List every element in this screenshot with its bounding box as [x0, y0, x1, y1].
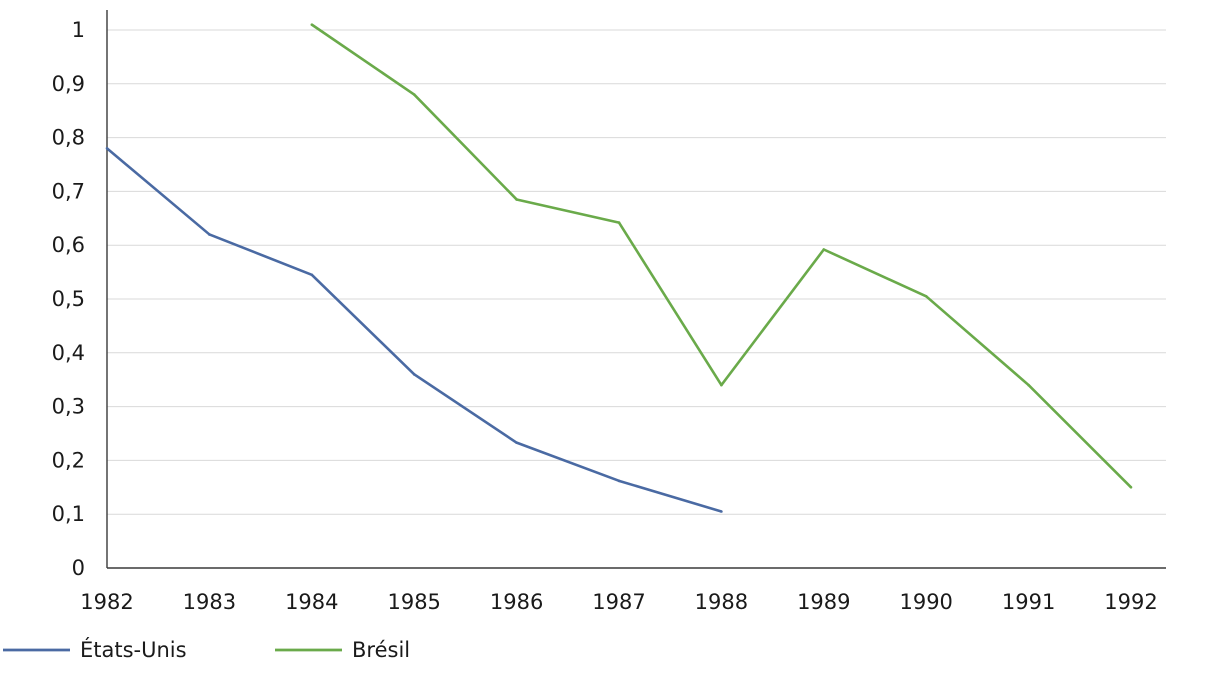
x-tick-label: 1990	[899, 590, 952, 614]
x-tick-label: 1982	[80, 590, 133, 614]
data-point	[1027, 383, 1030, 387]
data-point	[720, 510, 723, 513]
x-tick-label: 1983	[183, 590, 236, 614]
y-tick-label: 0,3	[52, 395, 85, 419]
y-tick-label: 0,8	[52, 126, 85, 150]
x-tick-label: 1987	[592, 590, 645, 614]
data-point	[617, 479, 621, 483]
data-point	[310, 23, 314, 26]
data-point	[720, 383, 723, 387]
y-tick-label: 0,7	[52, 179, 85, 203]
data-point	[412, 373, 416, 376]
x-tick-label: 1985	[387, 590, 440, 614]
y-tick-label: 0,2	[52, 448, 85, 472]
data-point	[924, 295, 928, 298]
x-axis-tick-labels: 1982 1983 1984 1985 1986 1987 1988 1989 1990 1991…	[80, 590, 1157, 614]
data-point	[515, 441, 518, 444]
y-axis-tick-labels: 0 0,1 0,2 0,3 0,4 0,5 0,6 0,7 0,8 0,9 1	[52, 18, 85, 580]
data-point	[1129, 486, 1133, 489]
x-tick-label: 1986	[490, 590, 543, 614]
data-point	[515, 198, 518, 201]
axes	[106, 10, 1166, 569]
series-lines	[105, 23, 1133, 513]
series-line-1	[311, 23, 1132, 489]
y-tick-label: 0,4	[52, 341, 85, 365]
data-point	[310, 273, 314, 277]
y-tick-label: 0,5	[52, 287, 85, 311]
y-tick-label: 0,1	[52, 502, 85, 526]
y-tick-label: 0	[72, 556, 85, 580]
legend-label: États-Unis	[80, 637, 187, 662]
x-tick-label: 1992	[1104, 590, 1157, 614]
x-tick-label: 1984	[285, 590, 338, 614]
legend: États-Unis Brésil	[3, 637, 410, 662]
y-tick-label: 0,6	[52, 233, 85, 257]
x-tick-label: 1989	[797, 590, 850, 614]
x-tick-label: 1988	[695, 590, 748, 614]
data-point	[105, 147, 109, 150]
data-point	[617, 221, 621, 224]
gridlines	[107, 29, 1166, 515]
y-tick-label: 0,9	[52, 72, 85, 96]
y-tick-label: 1	[72, 18, 85, 42]
data-point	[822, 248, 826, 251]
data-point	[208, 233, 211, 236]
x-tick-label: 1991	[1002, 590, 1055, 614]
series-line-0	[106, 147, 722, 513]
legend-label: Brésil	[352, 638, 410, 662]
data-point	[412, 93, 416, 96]
